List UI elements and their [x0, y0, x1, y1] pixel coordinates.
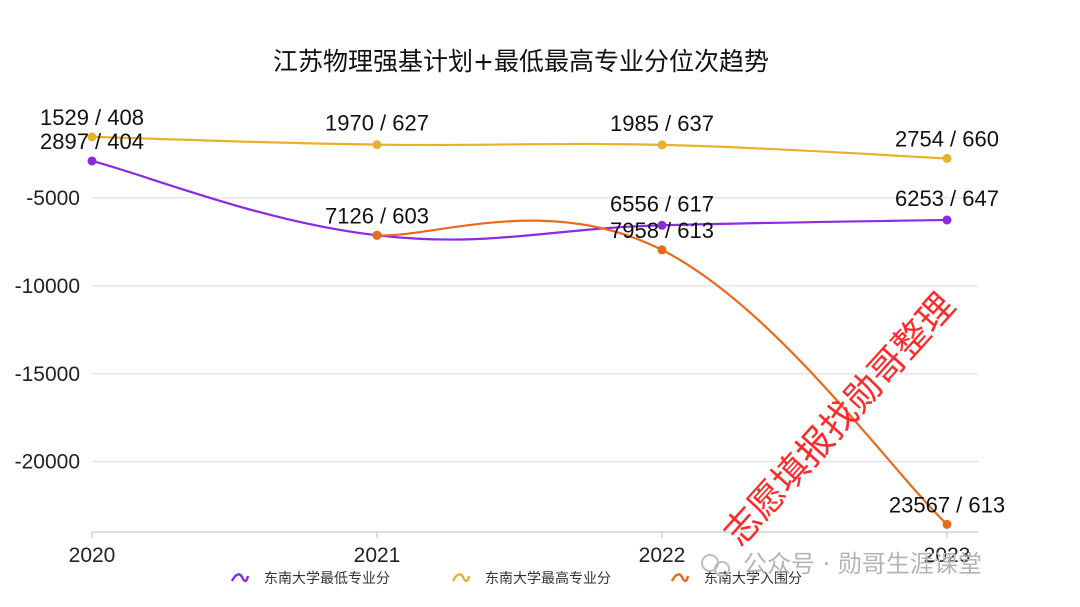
legend-label: 东南大学入围分 — [704, 571, 802, 587]
data-point — [372, 140, 382, 150]
data-label: 6556 / 617 — [610, 191, 714, 216]
legend-swatch — [451, 573, 471, 583]
data-label: 7958 / 613 — [610, 218, 714, 243]
data-point — [657, 220, 667, 230]
account-badge: 公众号 · 勋哥生涯课堂 — [701, 550, 982, 578]
data-label: 7126 / 603 — [325, 203, 429, 228]
data-label: 1970 / 627 — [325, 111, 429, 136]
data-point — [87, 132, 97, 142]
legend-label: 东南大学最低专业分 — [264, 571, 390, 587]
data-point — [942, 215, 952, 225]
data-label: 2754 / 660 — [895, 126, 999, 151]
x-tick-label: 2023 — [924, 544, 971, 567]
data-point — [372, 230, 382, 240]
x-tick-label: 2022 — [639, 544, 686, 567]
legend-swatch — [230, 573, 250, 583]
y-tick-label: -10000 — [15, 275, 80, 298]
data-point — [942, 153, 952, 163]
data-label: 23567 / 613 — [889, 492, 1005, 517]
series-line — [91, 135, 948, 160]
wechat-icon-bubble — [714, 561, 730, 577]
data-point — [657, 245, 667, 255]
account-badge-text: 公众号 · 勋哥生涯课堂 — [743, 550, 982, 578]
data-label: 1985 / 637 — [610, 111, 714, 136]
chart-title: 江苏物理强基计划+最低最高专业分位次趋势 — [273, 47, 769, 76]
x-tick-label: 2020 — [69, 544, 116, 567]
data-label: 1529 / 408 — [40, 105, 144, 130]
x-tick-label: 2021 — [354, 544, 401, 567]
y-tick-label: -15000 — [15, 363, 80, 386]
y-tick-label: -20000 — [15, 451, 80, 474]
series-line — [376, 219, 948, 526]
series-line — [91, 159, 948, 241]
data-point — [87, 156, 97, 166]
data-point — [942, 519, 952, 529]
y-tick-label: -5000 — [26, 187, 80, 210]
legend-swatch — [670, 573, 690, 583]
data-point — [657, 140, 667, 150]
legend-label: 东南大学最高专业分 — [485, 570, 611, 587]
data-label: 6253 / 647 — [895, 186, 999, 211]
